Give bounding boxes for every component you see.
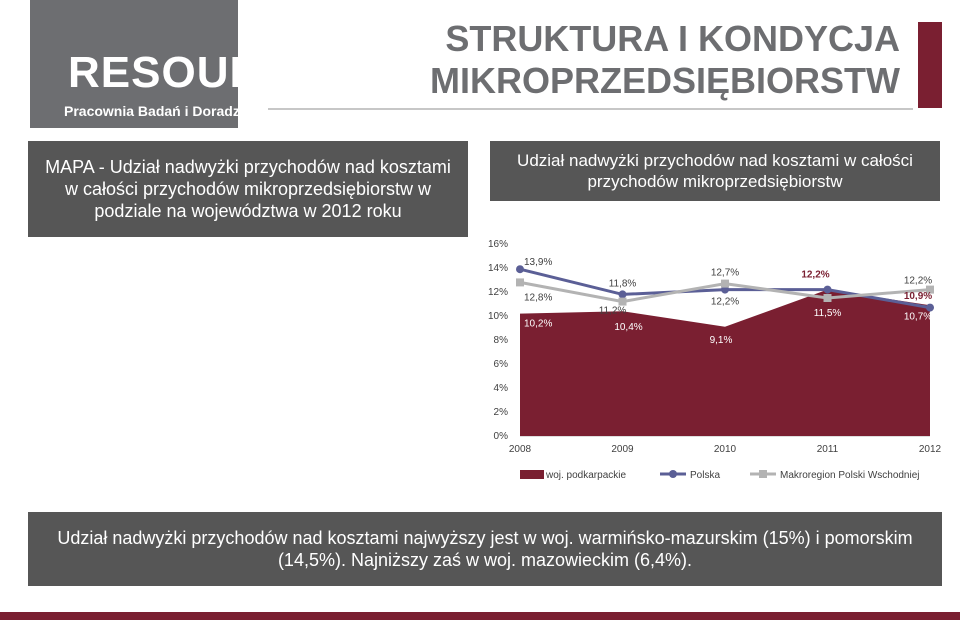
y-tick-label: 12% xyxy=(488,287,508,298)
title-divider xyxy=(268,108,913,110)
legend-swatch-area xyxy=(520,470,544,479)
series-point xyxy=(721,279,729,288)
legend-marker xyxy=(669,470,677,478)
data-label: 13,9% xyxy=(524,257,552,268)
legend-marker xyxy=(759,470,767,478)
y-tick-label: 16% xyxy=(488,239,508,250)
data-label: 10,2% xyxy=(524,319,552,330)
area-series-podkarpackie xyxy=(520,289,930,436)
y-tick-label: 14% xyxy=(488,263,508,274)
data-label: 12,2% xyxy=(904,276,932,287)
x-tick-label: 2012 xyxy=(919,444,942,455)
y-tick-label: 2% xyxy=(494,407,509,418)
y-tick-label: 6% xyxy=(494,359,509,370)
page-title: STRUKTURA I KONDYCJA MIKROPRZEDSIĘBIORST… xyxy=(429,18,900,101)
data-label: 10,7% xyxy=(904,312,932,323)
x-tick-label: 2008 xyxy=(509,444,532,455)
data-label: 11,2% xyxy=(599,306,627,317)
chart: 0% 2% 4% 6% 8% 10% 12% 14% 16% 2008 2009 2010 2011 20… xyxy=(488,239,942,481)
map-description-text: MAPA - Udział nadwyżki przychodów nad ko… xyxy=(45,157,451,221)
logo: RESOURCE Pracownia Badań i Doradztwa xyxy=(30,0,324,128)
summary-box: Udział nadwyżki przychodów nad kosztami … xyxy=(28,512,942,586)
series-point xyxy=(618,290,627,299)
chart-title-box: Udział nadwyżki przychodów nad kosztami … xyxy=(490,141,940,201)
legend-label: Polska xyxy=(690,470,720,481)
series-point xyxy=(516,265,524,274)
data-label: 12,7% xyxy=(711,268,739,279)
series-point xyxy=(516,278,524,287)
y-tick-label: 8% xyxy=(494,335,509,346)
logo-tagline: Pracownia Badań i Doradztwa xyxy=(64,103,264,119)
data-label: 11,5% xyxy=(814,308,842,319)
chart-title-text: Udział nadwyżki przychodów nad kosztami … xyxy=(517,151,913,191)
legend-label: woj. podkarpackie xyxy=(545,470,626,481)
summary-text: Udział nadwyżki przychodów nad kosztami … xyxy=(57,528,913,570)
series-point xyxy=(926,303,934,312)
x-tick-label: 2010 xyxy=(714,444,737,455)
series-point xyxy=(721,285,729,294)
data-label: 12,2% xyxy=(801,270,829,281)
y-tick-label: 0% xyxy=(494,431,509,442)
data-label: 9,1% xyxy=(710,335,733,346)
data-label: 12,8% xyxy=(524,292,552,303)
data-label: 10,4% xyxy=(614,322,642,333)
legend-label: Makroregion Polski Wschodniej xyxy=(780,470,920,481)
data-label: 12,2% xyxy=(711,297,739,308)
series-point xyxy=(618,297,627,306)
series-point xyxy=(823,294,832,302)
y-tick-label: 4% xyxy=(494,383,509,394)
footer-stripe xyxy=(0,612,960,620)
y-tick-label: 10% xyxy=(488,311,508,322)
series-point xyxy=(823,285,832,294)
x-tick-label: 2009 xyxy=(611,444,634,455)
map-description-box: MAPA - Udział nadwyżki przychodów nad ko… xyxy=(28,141,468,237)
title-accent-bar xyxy=(918,22,942,108)
logo-wordmark: RESOURCE xyxy=(68,48,326,97)
series-point xyxy=(926,285,934,294)
data-label: 10,9% xyxy=(904,291,932,302)
data-label: 11,8% xyxy=(609,278,637,289)
x-tick-label: 2011 xyxy=(817,444,839,455)
